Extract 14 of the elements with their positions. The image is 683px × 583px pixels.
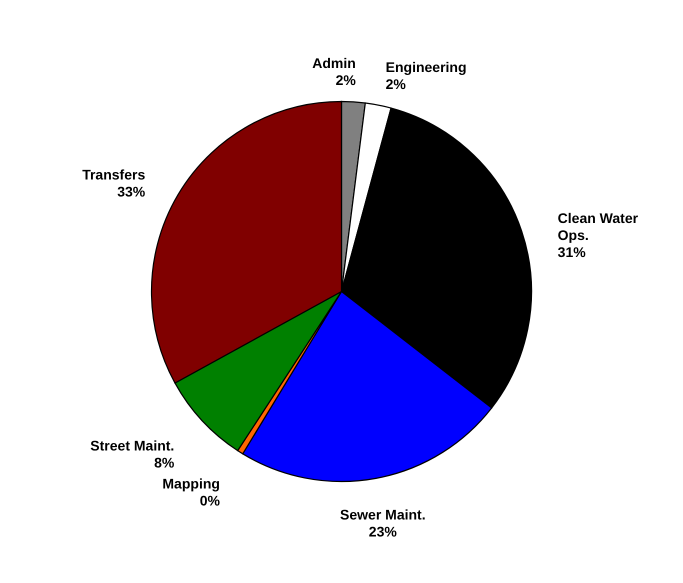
- data-label: 0%: [200, 492, 220, 508]
- slice-label: Admin: [312, 54, 356, 71]
- data-label: 2%: [336, 72, 356, 88]
- slice-label: Mapping: [162, 475, 220, 492]
- slice-label: Clean Water Ops.: [558, 210, 639, 244]
- data-label: 31%: [558, 244, 586, 260]
- data-label: 33%: [117, 183, 146, 200]
- data-label: 8%: [154, 454, 175, 471]
- slice-label: Engineering: [386, 58, 467, 75]
- slice-label: Sewer Maint.: [340, 506, 426, 523]
- data-label: 23%: [368, 524, 398, 540]
- data-label: 2%: [386, 76, 406, 92]
- slice-label: Transfers: [82, 166, 146, 182]
- slice-label: Street Maint.: [90, 438, 174, 454]
